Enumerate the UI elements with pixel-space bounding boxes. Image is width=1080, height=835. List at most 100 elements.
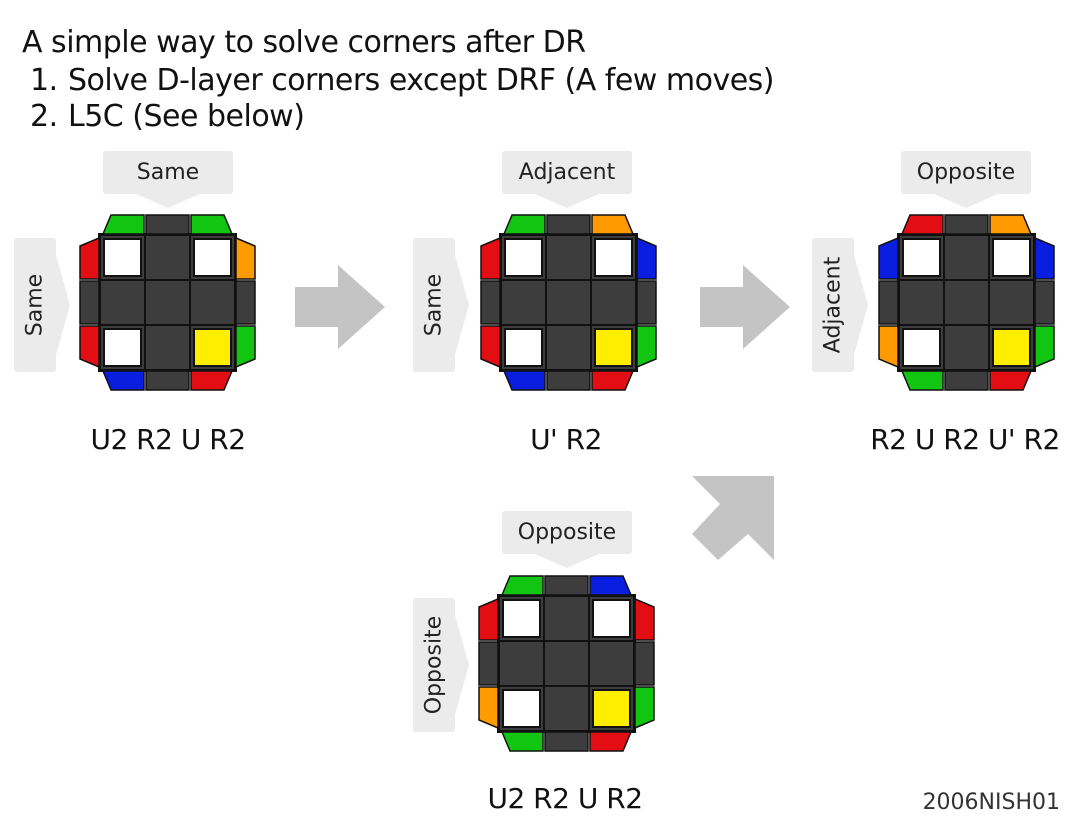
corner-sticker-top-right: [992, 238, 1031, 277]
side-sticker-top: [546, 214, 591, 235]
case-4-cube: [478, 575, 655, 752]
side-sticker-right: [235, 236, 256, 280]
case-4-side-label: Opposite: [413, 598, 469, 732]
side-sticker-right: [636, 280, 657, 325]
step-1-number: 1.: [30, 63, 58, 98]
side-sticker-top: [502, 214, 546, 235]
case-3-top-label: Opposite: [901, 151, 1031, 208]
corner-sticker-bottom-right: [193, 328, 232, 367]
side-sticker-right: [1034, 325, 1055, 369]
side-sticker-left: [878, 325, 899, 369]
step-2-number: 2.: [30, 99, 58, 134]
side-sticker-top: [101, 214, 145, 235]
corner-sticker-top-right: [594, 238, 633, 277]
side-sticker-top: [591, 214, 635, 235]
side-sticker-bottom: [502, 370, 546, 391]
side-sticker-left: [878, 236, 899, 280]
side-sticker-left: [480, 325, 501, 369]
cube-sticker: [547, 236, 590, 279]
cube-sticker: [545, 597, 588, 640]
cube-sticker: [500, 642, 543, 685]
case-2-side-label: Same: [413, 238, 469, 372]
side-sticker-left: [79, 280, 100, 325]
corner-sticker-bottom-right: [592, 689, 631, 728]
side-sticker-bottom: [544, 731, 589, 752]
cube-sticker: [945, 236, 988, 279]
side-sticker-left: [878, 280, 899, 325]
side-sticker-bottom: [944, 370, 989, 391]
side-sticker-right: [235, 325, 256, 369]
corner-sticker-bottom-right: [992, 328, 1031, 367]
cube-sticker: [592, 281, 635, 324]
side-sticker-left: [478, 597, 499, 641]
case-1-algorithm: U2 R2 U R2: [90, 423, 246, 456]
corner-sticker-top-left: [103, 238, 142, 277]
side-sticker-bottom: [500, 731, 544, 752]
corner-sticker-top-right: [592, 599, 631, 638]
side-sticker-left: [478, 686, 499, 730]
arrow-right-icon: [700, 265, 790, 349]
case-3-side-label-text: Adjacent: [820, 256, 846, 354]
cube-sticker: [545, 687, 588, 730]
side-sticker-left: [79, 236, 100, 280]
side-sticker-bottom: [101, 370, 145, 391]
case-3-algorithm: R2 U R2 U' R2: [870, 423, 1060, 456]
case-4-algorithm: U2 R2 U R2: [487, 782, 643, 815]
corner-sticker-bottom-left: [504, 328, 543, 367]
case-1-cube: [79, 214, 256, 391]
side-sticker-top: [190, 214, 234, 235]
author-credit: 2006NISH01: [922, 790, 1060, 815]
side-sticker-bottom: [190, 370, 234, 391]
side-sticker-bottom: [546, 370, 591, 391]
side-sticker-right: [1034, 280, 1055, 325]
side-sticker-left: [480, 280, 501, 325]
corner-sticker-top-right: [193, 238, 232, 277]
side-sticker-right: [235, 280, 256, 325]
corner-sticker-bottom-left: [103, 328, 142, 367]
cube-sticker: [900, 281, 943, 324]
side-sticker-left: [480, 236, 501, 280]
cube-sticker: [101, 281, 144, 324]
case-1-top-label: Same: [103, 151, 233, 208]
side-sticker-top: [589, 575, 633, 596]
side-sticker-bottom: [591, 370, 635, 391]
corner-sticker-bottom-left: [502, 689, 541, 728]
side-sticker-left: [79, 325, 100, 369]
side-sticker-bottom: [989, 370, 1033, 391]
cube-sticker: [502, 281, 545, 324]
side-sticker-top: [944, 214, 989, 235]
step-1: 1. Solve D-layer corners except DRF (A fe…: [30, 63, 775, 99]
case-3-side-label: Adjacent: [812, 238, 868, 372]
cube-sticker: [945, 281, 988, 324]
corner-sticker-bottom-right: [594, 328, 633, 367]
case-1-side-label-text: Same: [22, 273, 48, 337]
side-sticker-right: [634, 641, 655, 686]
case-2-top-label: Adjacent: [502, 151, 632, 208]
side-sticker-right: [636, 325, 657, 369]
corner-sticker-top-left: [902, 238, 941, 277]
corner-sticker-top-left: [502, 599, 541, 638]
step-2: 2. L5C (See below): [30, 99, 305, 135]
cube-sticker: [590, 642, 633, 685]
side-sticker-right: [636, 236, 657, 280]
case-3-cube: [878, 214, 1055, 391]
side-sticker-bottom: [900, 370, 944, 391]
cube-sticker: [945, 326, 988, 369]
side-sticker-top: [989, 214, 1033, 235]
side-sticker-left: [478, 641, 499, 686]
side-sticker-right: [634, 686, 655, 730]
case-2-side-label-text: Same: [421, 273, 447, 337]
side-sticker-top: [900, 214, 944, 235]
step-2-text: L5C (See below): [68, 99, 305, 134]
cube-sticker: [547, 281, 590, 324]
side-sticker-top: [145, 214, 190, 235]
case-4-side-label-text: Opposite: [421, 615, 447, 715]
cube-sticker: [547, 326, 590, 369]
cube-sticker: [990, 281, 1033, 324]
cube-sticker: [191, 281, 234, 324]
case-1-side-label: Same: [14, 238, 70, 372]
side-sticker-bottom: [589, 731, 633, 752]
case-2-algorithm: U' R2: [530, 423, 602, 456]
arrow-right-icon: [295, 265, 385, 349]
case-4-top-label: Opposite: [502, 511, 632, 568]
